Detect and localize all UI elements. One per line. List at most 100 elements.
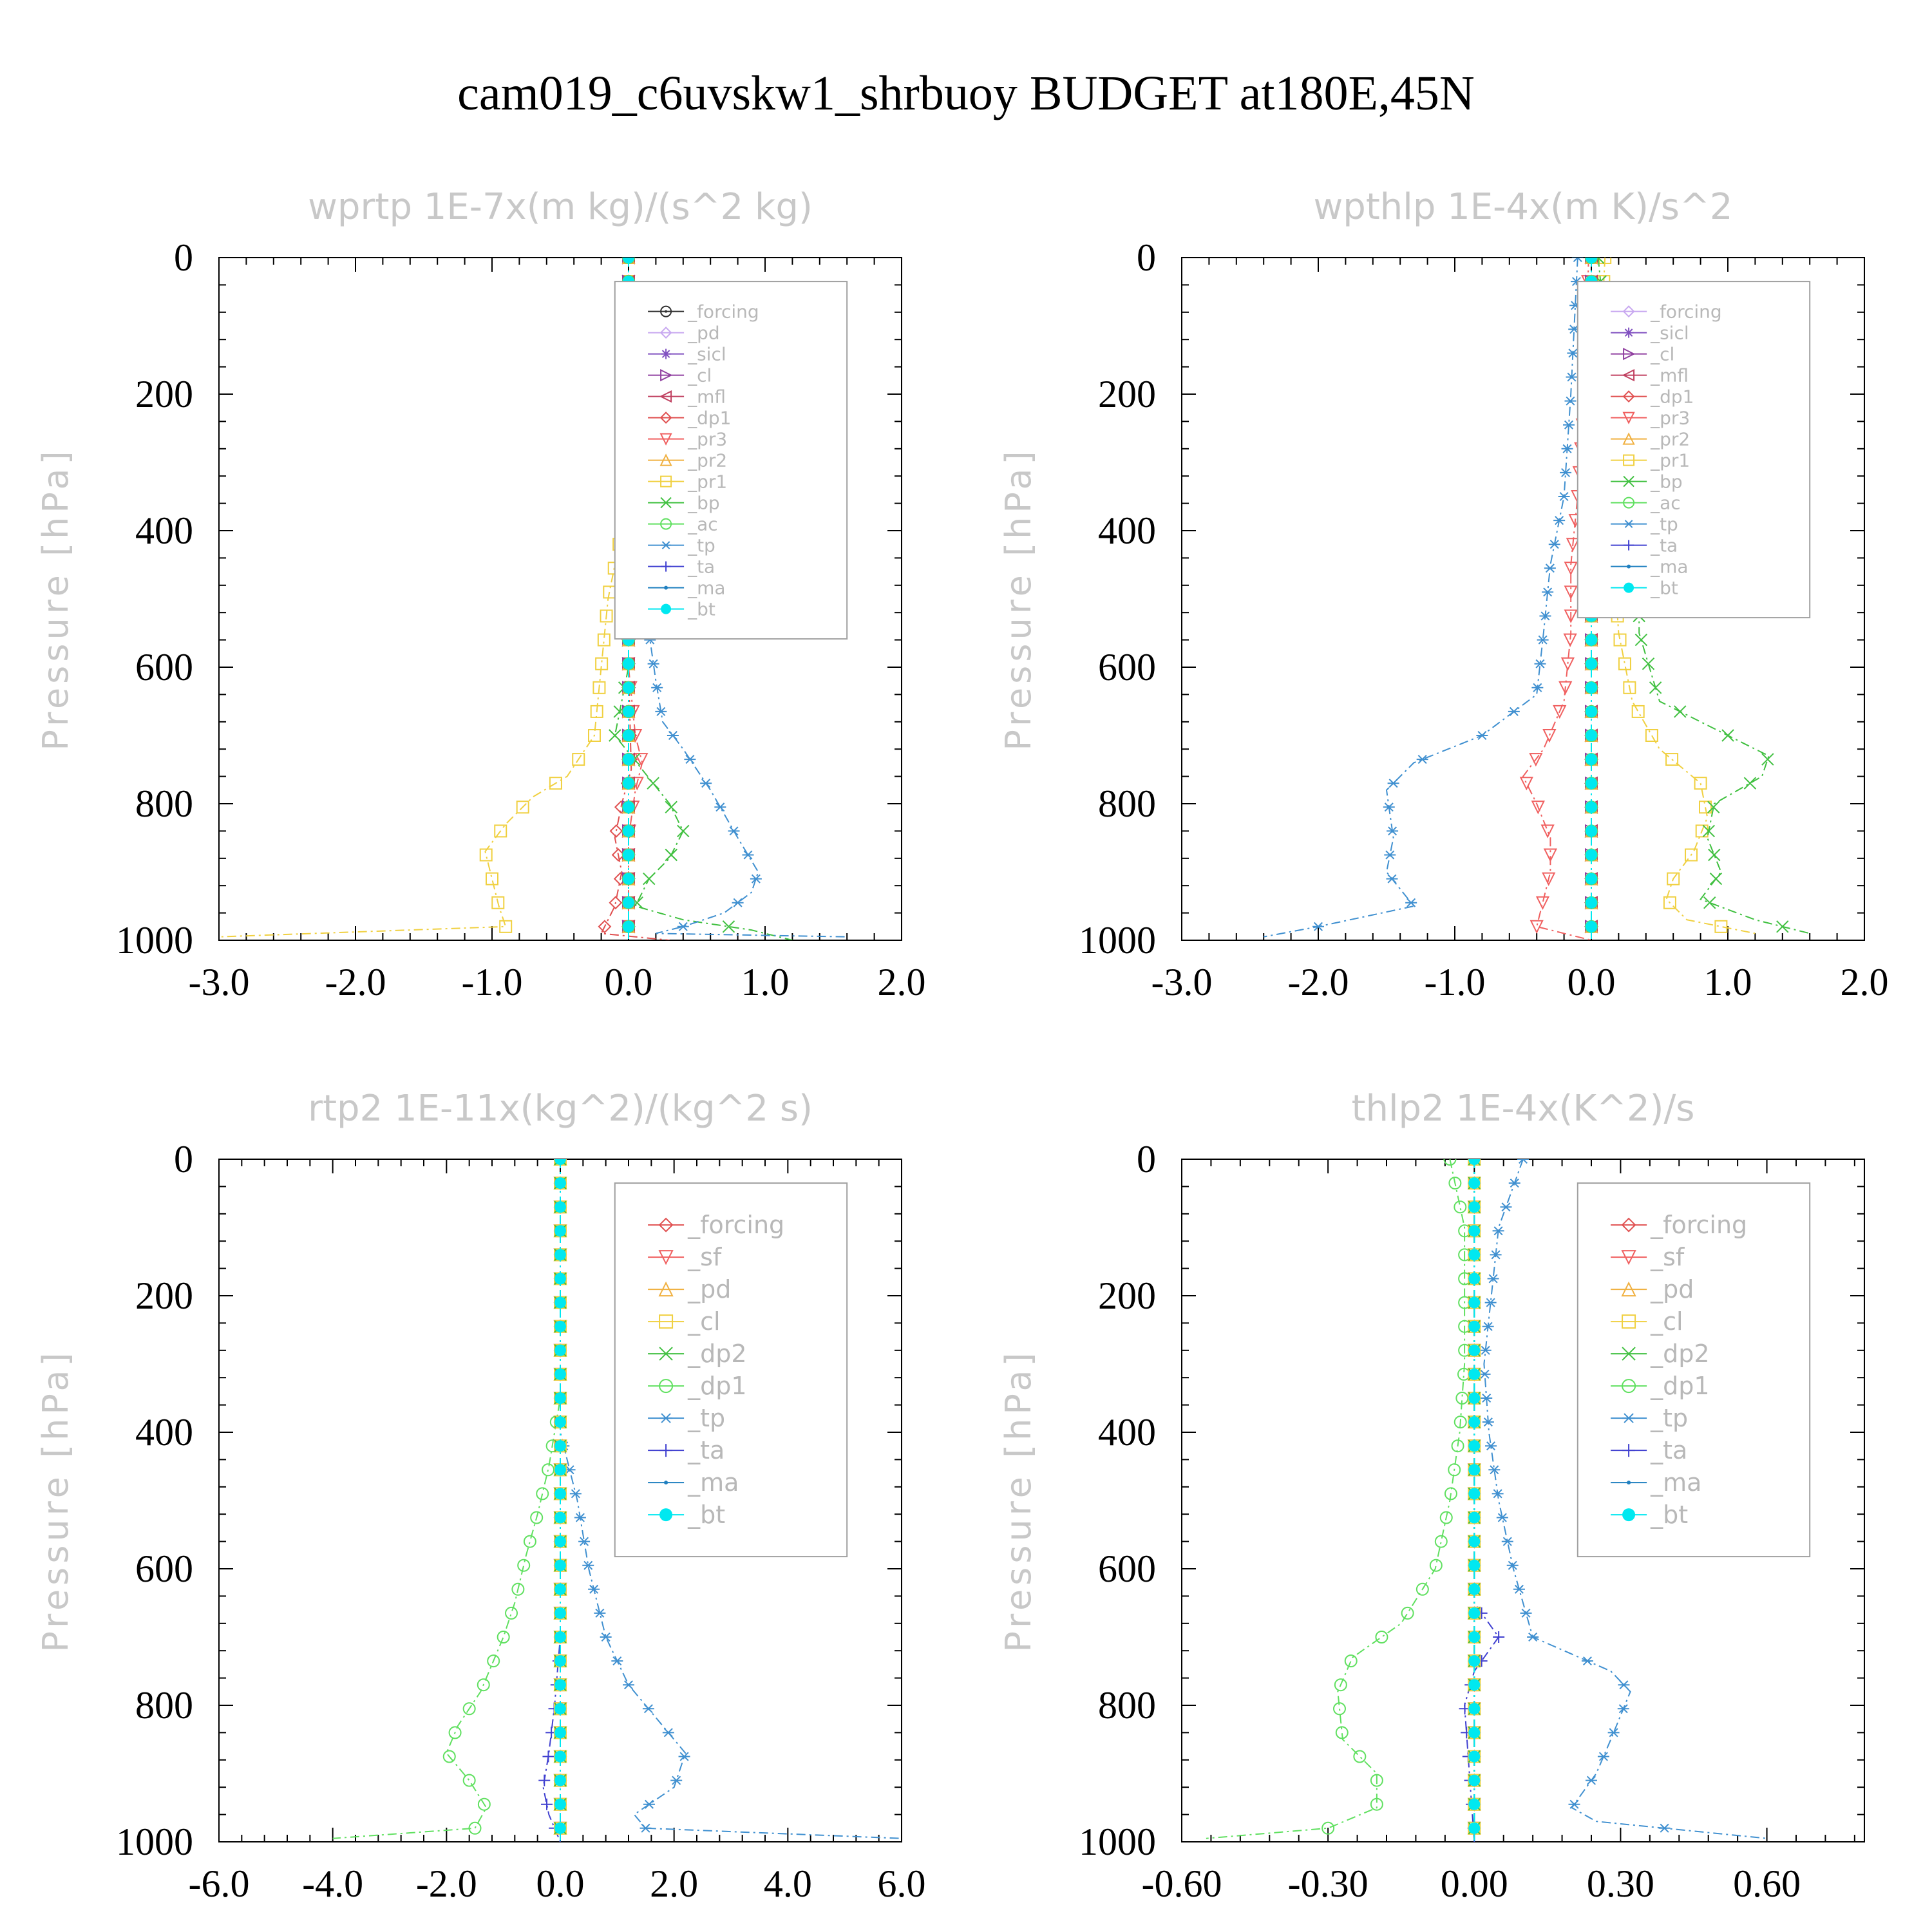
data-point [1468,1392,1481,1404]
x-tick-label: -2.0 [1288,961,1349,1003]
data-point [1607,1728,1620,1738]
legend-label: _dp2 [1650,1340,1709,1368]
data-point [1485,1441,1497,1451]
data-point [1370,1797,1383,1811]
data-point [639,1823,652,1833]
data-point [1586,896,1597,909]
legend-item: _bt [648,1501,725,1529]
panel-title: wprtp 1E-7x(m kg)/(s^2 kg) [308,186,813,228]
legend-label: _ta [1650,535,1678,556]
legend-marker [1622,1444,1636,1457]
data-point [1708,848,1721,862]
data-point [677,824,690,838]
legend-box [1577,281,1811,619]
data-point [1468,1535,1481,1548]
figure-title: cam019_c6uvskw1_shrbuoy BUDGET at180E,45… [457,66,1475,120]
legend-item: _pr1 [1611,450,1690,471]
legend-item: _pr3 [648,429,727,450]
legend-label: _tp [1650,514,1678,535]
legend-item: _sicl [1611,323,1689,344]
data-point [1707,800,1720,814]
data-point [1517,1159,1529,1164]
data-point [623,730,634,741]
legend-label: _pd [687,323,720,344]
legend-label: _ta [1650,1436,1687,1464]
y-axis-label: Pressure [hPa] [998,447,1039,750]
data-point [1501,1537,1513,1546]
legend-item: _dp1 [648,408,731,429]
legend-label: _bp [687,493,720,514]
legend-item: _ac [1611,493,1681,514]
x-tick-label: 1.0 [1704,961,1752,1003]
data-point [1586,658,1597,670]
data-point [1695,824,1709,838]
data-point [1667,872,1680,886]
legend-marker [1622,305,1635,318]
data-point [554,1464,566,1476]
legend-item: _forcing [1611,301,1722,323]
y-tick-label: 1000 [116,1821,193,1863]
data-point [1508,1179,1520,1188]
data-point [479,848,493,862]
data-point [1468,1774,1481,1786]
legend-label: _pr2 [1650,429,1690,450]
data-point [1443,1159,1457,1166]
data-point [742,850,754,860]
legend-item: _pr2 [1611,429,1690,450]
data-point [732,898,744,907]
data-point [1586,681,1597,694]
data-point [1597,1752,1609,1761]
data-point [1468,1416,1481,1428]
legend-item: _bp [648,493,720,514]
data-point [1531,683,1544,692]
legend-label: _dp2 [687,1340,746,1368]
data-point [1586,1776,1597,1785]
x-tick-label: 2.0 [650,1862,698,1905]
legend-marker [664,1481,668,1485]
series-line [1206,1159,1466,1839]
series-line [600,258,670,940]
y-axis-label: Pressure [hPa] [35,1349,76,1652]
series-line [1483,1159,1767,1839]
data-point [536,1487,549,1501]
series-line [1522,258,1592,940]
series-tp [1264,258,1584,938]
data-point [1586,801,1597,813]
data-point [1448,1177,1462,1190]
data-point [1658,1823,1671,1833]
legend-item: _cl [1611,344,1674,365]
data-point [1645,729,1658,742]
legend-item: _tp [1611,514,1678,535]
y-tick-label: 200 [135,373,193,415]
legend-item: _ma [648,578,726,599]
data-point [1649,681,1662,694]
legend-marker [1624,327,1634,338]
data-point [1468,1273,1481,1285]
legend-item: _mfl [648,386,726,408]
legend-marker [1623,497,1635,509]
legend-item: _pr1 [648,471,727,493]
data-point [1344,1654,1358,1668]
data-point [684,755,696,764]
panel-title: rtp2 1E-11x(kg^2)/(kg^2 s) [308,1088,813,1130]
data-point [1539,611,1551,621]
data-point [623,849,634,861]
legend-marker [658,1217,674,1233]
series-line [219,258,629,938]
data-point [623,753,634,766]
data-point [499,920,513,933]
y-tick-label: 800 [1098,782,1156,825]
data-point [1401,1606,1414,1620]
data-point [1312,922,1324,931]
legend-marker [1624,540,1634,551]
data-point [569,1489,582,1499]
data-point [1520,1608,1532,1618]
plot-frame [218,257,902,941]
y-tick-label: 600 [135,1548,193,1590]
legend-marker [1623,347,1636,361]
data-point [554,1368,566,1380]
data-point [1560,657,1575,671]
data-point [1468,1798,1481,1810]
data-point [1586,920,1597,933]
data-point [1476,730,1488,741]
